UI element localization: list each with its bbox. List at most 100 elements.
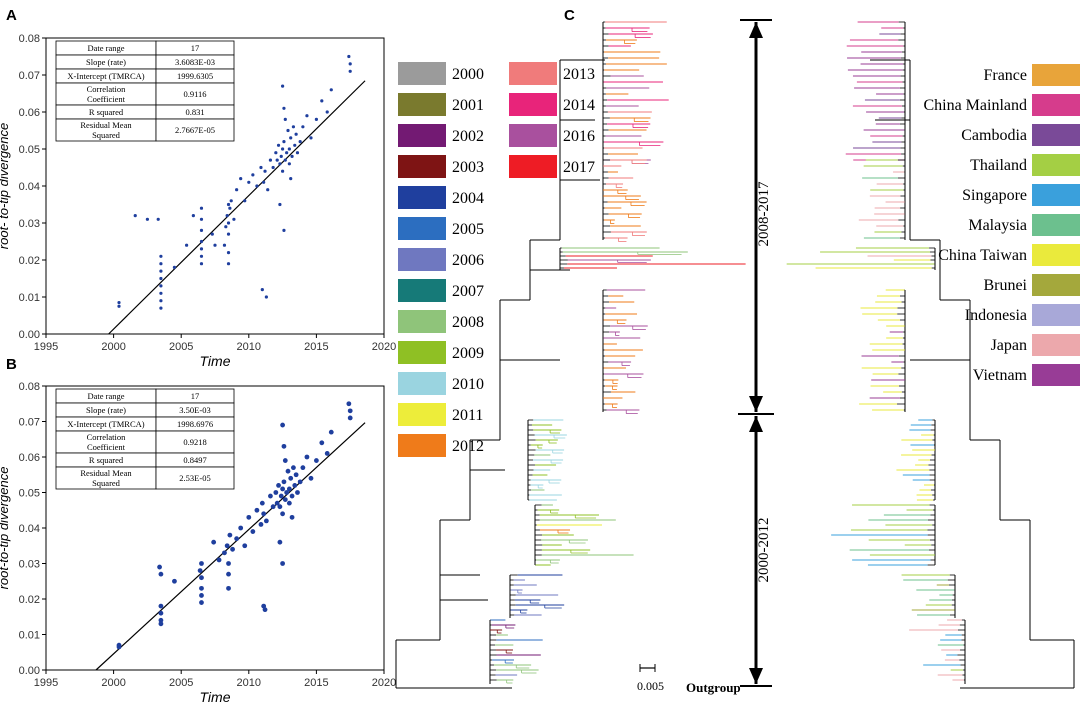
data-point: [274, 151, 278, 155]
year-label: 2004: [452, 190, 484, 207]
data-point: [289, 514, 295, 520]
data-point: [238, 525, 244, 531]
scatter-plot-a: 1995 2000 2005 2010 2015 2020 0.00 0.01 0.02 0.03…: [0, 33, 396, 369]
data-point: [199, 228, 204, 232]
phylogenetic-tree-by-country: [786, 21, 1075, 689]
y-tick-label: 0.07: [19, 70, 40, 82]
year-label: 2011: [452, 407, 483, 424]
country-swatch: [1032, 64, 1080, 86]
data-point: [228, 206, 232, 210]
data-point: [291, 465, 296, 471]
country-label: Singapore: [962, 187, 1027, 204]
tree-scale-bar: 0.005: [637, 664, 664, 693]
y-tick-label: 0.04: [19, 523, 40, 535]
data-point: [278, 493, 284, 499]
data-point: [226, 221, 231, 225]
data-point: [227, 532, 233, 538]
data-point: [133, 214, 137, 218]
data-point: [199, 254, 204, 258]
data-point: [287, 162, 291, 166]
data-point: [159, 254, 163, 258]
data-point: [263, 518, 269, 524]
x-tick-label: 1995: [34, 341, 58, 353]
y-tick-label: 0.00: [19, 665, 40, 677]
data-point: [222, 243, 227, 247]
stats-cell: [155, 118, 235, 142]
country-swatch: [1032, 304, 1080, 326]
data-point: [264, 295, 268, 299]
country-swatch: [1032, 334, 1080, 356]
stats-value: 3.6083E-03: [175, 57, 215, 67]
data-point: [295, 490, 300, 495]
stats-key-line: Correlation: [87, 432, 126, 442]
data-point: [222, 550, 227, 556]
year-label: 2017: [563, 159, 595, 176]
data-point: [347, 54, 351, 59]
x-tick-label: 2005: [169, 677, 193, 689]
country-swatch: [1032, 244, 1080, 266]
data-point: [300, 465, 306, 471]
data-point: [309, 136, 313, 140]
period-label-upper: 2008-2017: [756, 181, 772, 246]
data-point: [199, 593, 204, 598]
data-point: [305, 114, 309, 118]
data-point: [314, 117, 318, 121]
data-point: [289, 177, 293, 181]
data-point: [226, 262, 231, 266]
data-point: [259, 500, 265, 506]
data-point: [277, 504, 283, 510]
data-point: [298, 140, 302, 144]
stats-table: Date range 17 Slope (rate) 3.6083E-03 X-Inte…: [55, 40, 235, 142]
y-tick-label: 0.08: [19, 381, 40, 393]
y-tick-label: 0.08: [19, 33, 40, 45]
stats-value: 17: [191, 43, 200, 53]
panel-label-c: C: [564, 7, 575, 24]
data-point: [295, 151, 300, 155]
data-point: [157, 564, 162, 570]
data-point: [291, 125, 296, 129]
data-point: [347, 408, 353, 414]
data-point: [283, 117, 287, 121]
year-swatch: [398, 434, 446, 457]
data-point: [324, 451, 330, 456]
stats-value: 2.53E-05: [179, 473, 210, 483]
data-point: [260, 288, 264, 292]
data-point: [280, 486, 285, 492]
data-point: [280, 561, 285, 566]
data-point: [348, 62, 352, 66]
country-swatch: [1032, 184, 1080, 206]
x-tick-label: 2020: [372, 677, 396, 689]
data-point: [211, 539, 217, 545]
data-point: [282, 106, 286, 110]
data-point: [289, 136, 293, 140]
data-point: [282, 458, 288, 463]
y-tick-label: 0.02: [19, 255, 40, 267]
data-point: [320, 99, 324, 103]
data-point: [199, 600, 204, 605]
data-point: [288, 475, 294, 481]
data-point: [117, 300, 121, 305]
phylogenetic-tree-by-year: [395, 21, 746, 689]
y-tick-label: 0.01: [19, 630, 40, 642]
data-point: [273, 490, 279, 495]
y-tick-label: 0.02: [19, 594, 40, 606]
year-swatch: [509, 155, 557, 178]
stats-key-line: Coefficient: [87, 94, 126, 104]
data-point: [289, 493, 295, 499]
data-point: [254, 507, 260, 513]
stats-table: Date range 17 Slope (rate) 3.50E-03 X-Interc…: [55, 388, 235, 490]
data-point: [159, 262, 163, 266]
data-point: [287, 147, 291, 151]
year-swatch: [398, 248, 446, 271]
data-point: [226, 561, 231, 566]
data-point: [281, 479, 287, 485]
data-point: [281, 84, 285, 88]
stats-key: Date range: [87, 43, 124, 53]
data-point: [276, 483, 281, 488]
y-axis-label: root-to-tip divergence: [0, 467, 11, 590]
data-point: [158, 617, 164, 623]
x-tick-label: 2010: [237, 341, 261, 353]
data-point: [282, 140, 286, 144]
data-point: [286, 486, 292, 492]
